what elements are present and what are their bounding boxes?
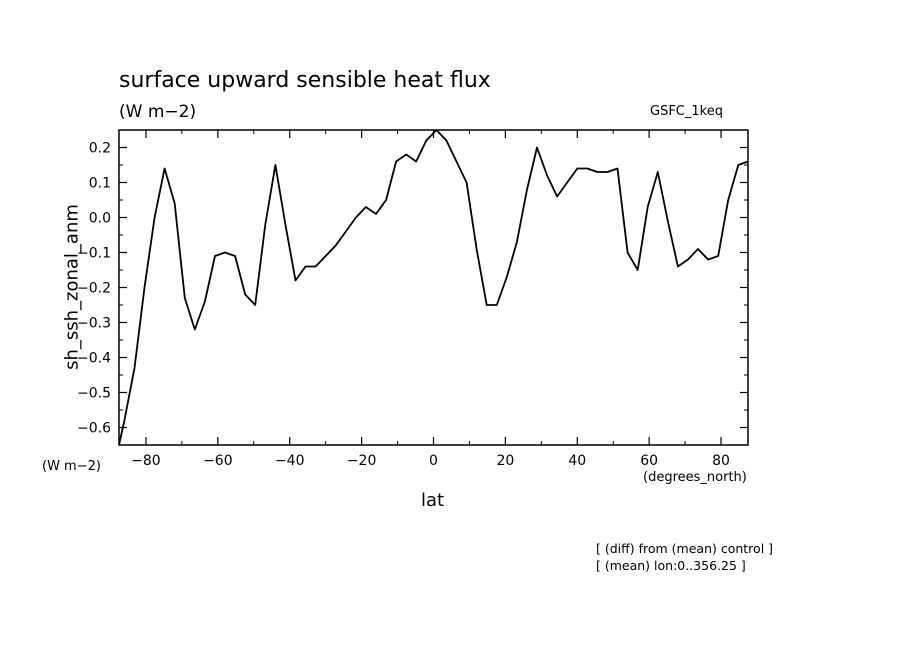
series-line <box>118 129 749 446</box>
y-tick-label: 0.2 <box>89 141 111 157</box>
plot-frame <box>118 129 749 446</box>
x-tick-label: −60 <box>203 453 233 469</box>
x-tick-label: −80 <box>131 453 161 469</box>
y-tick-label: −0.6 <box>77 421 111 437</box>
y-tick-label: −0.5 <box>77 386 111 402</box>
note-mean: [ (mean) lon:0..356.25 ] <box>596 558 746 573</box>
x-tick-label: 0 <box>429 453 438 469</box>
y-axis-units: (W m−2) <box>42 459 101 474</box>
x-tick-label: 20 <box>496 453 514 469</box>
x-axis-label: lat <box>421 490 445 511</box>
y-tick-label: −0.2 <box>77 281 111 297</box>
x-tick-label: −20 <box>347 453 377 469</box>
y-tick-label: 0.1 <box>89 176 111 192</box>
x-tick-label: 80 <box>712 453 730 469</box>
y-tick-label: −0.4 <box>77 351 111 367</box>
y-tick-label: 0.0 <box>89 211 111 227</box>
x-tick-label: 60 <box>640 453 658 469</box>
run-label: GSFC_1keq <box>650 104 723 119</box>
y-tick-label: −0.3 <box>77 316 111 332</box>
x-tick-label: 40 <box>568 453 586 469</box>
title-units: (W m−2) <box>119 102 197 122</box>
y-tick-label: −0.1 <box>77 246 111 262</box>
note-diff: [ (diff) from (mean) control ] <box>596 541 774 556</box>
x-axis-units: (degrees_north) <box>643 470 747 485</box>
x-tick-label: −40 <box>275 453 305 469</box>
chart-title: surface upward sensible heat flux <box>119 68 491 93</box>
